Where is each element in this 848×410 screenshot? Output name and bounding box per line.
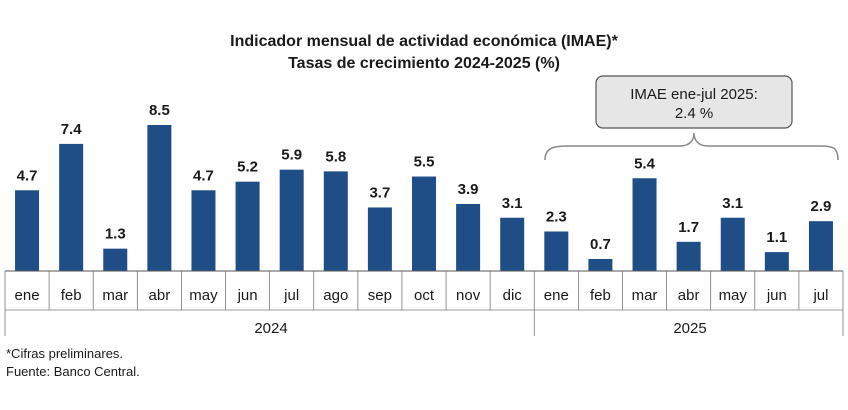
bar-3: [147, 125, 172, 271]
tick-label-6: jul: [283, 287, 299, 304]
callout-box: [595, 75, 793, 129]
bar-17: [764, 252, 789, 271]
value-label-12: 2.3: [546, 208, 567, 225]
tick-label-8: sep: [368, 287, 392, 304]
value-label-6: 5.9: [281, 147, 302, 164]
bars-layer: [15, 125, 833, 271]
tick-label-9: oct: [414, 287, 435, 304]
value-label-14: 5.4: [634, 155, 656, 172]
tick-label-18: jul: [812, 287, 828, 304]
bar-9: [412, 176, 436, 271]
bar-7: [323, 171, 348, 271]
value-label-11: 3.1: [502, 195, 523, 212]
value-label-0: 4.7: [17, 167, 38, 184]
value-labels-layer: 4.7 7.4 1.3 8.5 4.7 5.2 5.9 5.8 3.7 5.5 3.9 3.1 2.3 0…: [17, 102, 832, 253]
bar-1: [59, 143, 84, 271]
bar-4: [191, 190, 216, 271]
tick-label-3: abr: [149, 287, 171, 304]
callout-line2: 2.4 %: [675, 105, 713, 122]
footnote-preliminary: *Cifras preliminares.: [6, 346, 123, 361]
tick-label-11: dic: [503, 287, 523, 304]
bar-18: [808, 221, 833, 271]
bar-6: [279, 169, 304, 271]
tick-label-12: ene: [544, 287, 569, 304]
bar-14: [632, 178, 657, 271]
chart-title: Indicador mensual de actividad económica…: [230, 33, 618, 50]
tick-labels-layer: ene feb mar abr may jun jul ago sep oct nov dic ene f…: [15, 287, 829, 304]
tick-label-2: mar: [102, 287, 128, 304]
value-label-4: 4.7: [193, 167, 214, 184]
tick-label-16: may: [719, 287, 748, 304]
chart-subtitle: Tasas de crecimiento 2024-2025 (%): [288, 55, 560, 72]
category-dividers: [4, 271, 844, 336]
value-label-9: 5.5: [414, 154, 435, 171]
value-label-18: 2.9: [811, 198, 832, 215]
bar-8: [367, 207, 392, 271]
tick-label-4: may: [189, 287, 218, 304]
callout-brace: [544, 132, 839, 161]
tick-label-0: ene: [15, 287, 40, 304]
value-label-16: 3.1: [722, 195, 743, 212]
tick-label-5: jun: [237, 287, 258, 304]
tick-label-7: ago: [323, 287, 348, 304]
bar-13: [588, 258, 613, 271]
value-label-1: 7.4: [61, 121, 83, 138]
value-label-17: 1.1: [766, 229, 787, 246]
value-label-10: 3.9: [458, 181, 479, 198]
tick-label-14: mar: [632, 287, 658, 304]
bar-0: [15, 190, 40, 271]
tick-label-1: feb: [61, 287, 82, 304]
bar-2: [103, 248, 128, 271]
tick-label-15: abr: [678, 287, 700, 304]
tick-label-17: jun: [766, 287, 787, 304]
bar-15: [676, 241, 701, 271]
bar-11: [500, 217, 525, 271]
value-label-5: 5.2: [237, 159, 258, 176]
bar-10: [456, 204, 481, 271]
bar-12: [544, 231, 569, 271]
bar-5: [235, 181, 260, 271]
value-label-3: 8.5: [149, 102, 170, 119]
value-label-7: 5.8: [325, 148, 346, 165]
year-label-2024: 2024: [254, 320, 287, 337]
callout-line1: IMAE ene-jul 2025:: [630, 86, 758, 103]
footnote-source: Fuente: Banco Central.: [6, 364, 140, 379]
value-label-2: 1.3: [105, 226, 126, 243]
year-label-2025: 2025: [673, 320, 706, 337]
value-label-15: 1.7: [678, 219, 699, 236]
tick-label-13: feb: [590, 287, 611, 304]
value-label-8: 3.7: [369, 184, 390, 201]
tick-label-10: nov: [456, 287, 481, 304]
value-label-13: 0.7: [590, 236, 611, 253]
bar-16: [720, 217, 745, 271]
